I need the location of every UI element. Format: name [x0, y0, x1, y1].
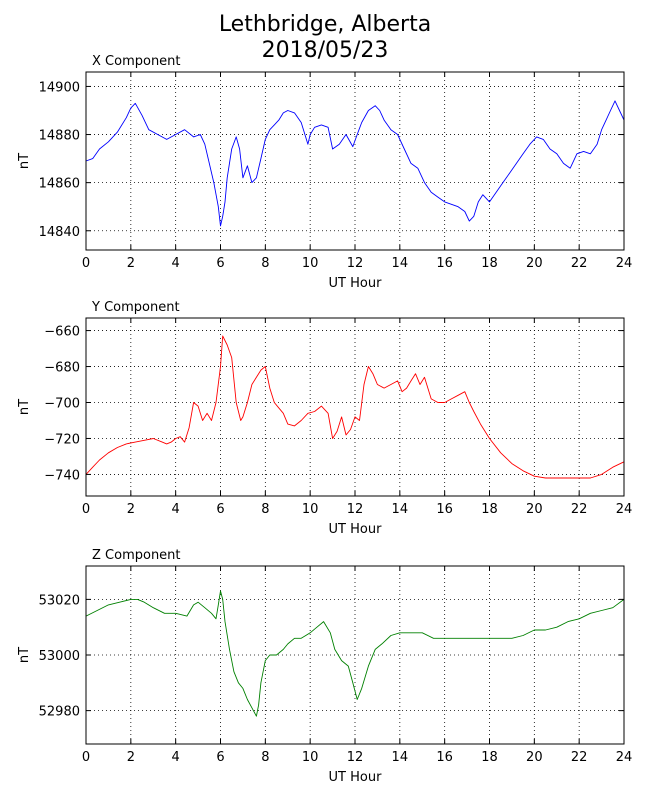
- x-tick-label: 24: [616, 256, 633, 271]
- y-tick-label: −660: [44, 325, 80, 340]
- x-tick-label: 18: [481, 502, 498, 517]
- x-tick-label: 24: [616, 502, 633, 517]
- x-tick-label: 16: [436, 502, 453, 517]
- y-tick-label: 53000: [39, 649, 80, 664]
- panel-title: X Component: [92, 54, 181, 69]
- x-tick-label: 18: [481, 256, 498, 271]
- x-tick-label: 10: [302, 502, 319, 517]
- x-tick-label: 20: [526, 750, 543, 765]
- x-tick-label: 6: [216, 256, 224, 271]
- x-axis-label: UT Hour: [329, 522, 383, 537]
- x-tick-label: 6: [216, 502, 224, 517]
- x-tick-label: 2: [127, 750, 135, 765]
- x-axis-label: UT Hour: [329, 770, 383, 785]
- x-tick-label: 22: [571, 502, 588, 517]
- y-tick-label: 14880: [39, 129, 80, 144]
- x-tick-label: 22: [571, 256, 588, 271]
- x-tick-label: 12: [347, 256, 364, 271]
- x-tick-label: 14: [392, 502, 409, 517]
- x-tick-label: 6: [216, 750, 224, 765]
- y-tick-label: 52980: [39, 705, 80, 720]
- x-axis-label: UT Hour: [329, 276, 383, 291]
- x-tick-label: 14: [392, 256, 409, 271]
- x-tick-label: 14: [392, 750, 409, 765]
- x-tick-label: 4: [172, 750, 180, 765]
- x-tick-label: 0: [82, 256, 90, 271]
- x-tick-label: 16: [436, 256, 453, 271]
- y-tick-label: 14900: [39, 80, 80, 95]
- y-axis-label: nT: [17, 153, 32, 169]
- y-tick-label: −740: [44, 468, 80, 483]
- x-tick-label: 8: [261, 750, 269, 765]
- x-tick-label: 8: [261, 256, 269, 271]
- series-line: [85, 590, 625, 717]
- panel-title: Y Component: [91, 300, 180, 315]
- y-axis-label: nT: [17, 647, 32, 663]
- series-line: [85, 100, 625, 227]
- chart-panel-1: 0 2 4 6 8 10 12 14 16 18 20 22 241484014860148801490…: [17, 54, 632, 291]
- x-tick-label: 22: [571, 750, 588, 765]
- figure-title-line2: 2018/05/23: [261, 38, 389, 63]
- y-axis-label: nT: [17, 399, 32, 415]
- x-tick-label: 16: [436, 750, 453, 765]
- y-tick-label: −720: [44, 432, 80, 447]
- figure-title-line1: Lethbridge, Alberta: [218, 12, 432, 37]
- x-tick-label: 20: [526, 256, 543, 271]
- y-tick-label: 53020: [39, 593, 80, 608]
- y-tick-label: 14860: [39, 177, 80, 192]
- x-tick-label: 10: [302, 750, 319, 765]
- panel-title: Z Component: [92, 548, 181, 563]
- chart-panel-2: 0 2 4 6 8 10 12 14 16 18 20 22 24−740−720−700−680−66…: [17, 300, 632, 537]
- x-tick-label: 20: [526, 502, 543, 517]
- x-tick-label: 8: [261, 502, 269, 517]
- y-tick-label: 14840: [39, 225, 80, 240]
- y-tick-label: −680: [44, 361, 80, 376]
- y-tick-label: −700: [44, 397, 80, 412]
- x-tick-label: 4: [172, 502, 180, 517]
- x-tick-label: 10: [302, 256, 319, 271]
- x-tick-label: 12: [347, 502, 364, 517]
- x-tick-label: 12: [347, 750, 364, 765]
- series-line: [85, 335, 625, 479]
- x-tick-label: 0: [82, 502, 90, 517]
- x-tick-label: 2: [127, 256, 135, 271]
- x-tick-label: 2: [127, 502, 135, 517]
- x-tick-label: 4: [172, 256, 180, 271]
- x-tick-label: 24: [616, 750, 633, 765]
- x-tick-label: 0: [82, 750, 90, 765]
- x-tick-label: 18: [481, 750, 498, 765]
